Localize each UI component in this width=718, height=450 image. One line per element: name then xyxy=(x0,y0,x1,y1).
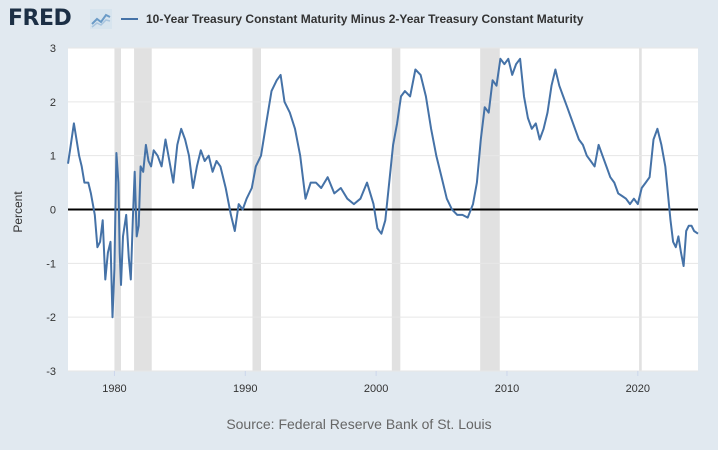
legend[interactable]: 10-Year Treasury Constant Maturity Minus… xyxy=(121,11,583,27)
y-axis-title: Percent xyxy=(11,191,25,233)
x-tick-label: 2020 xyxy=(626,383,650,395)
legend-swatch xyxy=(121,18,138,20)
y-tick-label: -1 xyxy=(46,258,56,270)
y-tick-label: -2 xyxy=(46,312,56,324)
chart-header: FRED 10-Year Treasury Constant Maturity … xyxy=(0,0,718,38)
line-chart[interactable]: -3 -2 -1 0 1 2 3 1980 1990 2000 2010 2020 Percent xyxy=(0,0,718,400)
x-tick-label: 2010 xyxy=(495,383,519,395)
x-axis-ticks: 1980 1990 2000 2010 2020 xyxy=(102,371,650,395)
x-tick-label: 1980 xyxy=(102,383,126,395)
source-note: Source: Federal Reserve Bank of St. Loui… xyxy=(226,416,492,432)
fred-logo[interactable]: FRED xyxy=(8,6,72,31)
y-tick-label: 2 xyxy=(50,97,56,109)
x-tick-label: 1990 xyxy=(233,383,257,395)
x-tick-label: 2000 xyxy=(364,383,388,395)
legend-label: 10-Year Treasury Constant Maturity Minus… xyxy=(146,12,584,26)
fred-sparkline-logo-icon xyxy=(90,9,112,29)
y-tick-label: 0 xyxy=(50,205,56,217)
y-tick-label: -3 xyxy=(46,366,56,378)
series-line[interactable] xyxy=(67,57,699,319)
y-tick-label: 1 xyxy=(50,151,56,163)
y-tick-label: 3 xyxy=(50,43,56,55)
y-axis-ticks: -3 -2 -1 0 1 2 3 xyxy=(46,43,56,378)
